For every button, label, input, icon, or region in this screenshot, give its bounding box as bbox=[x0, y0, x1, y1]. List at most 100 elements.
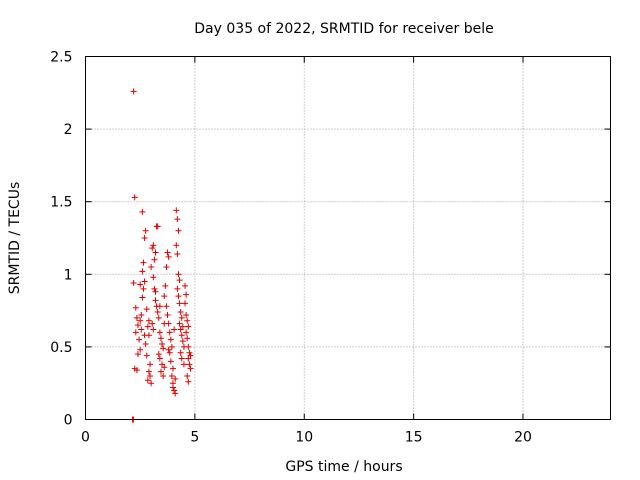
y-axis-label: SRMTID / TECUs bbox=[7, 182, 23, 295]
data-point bbox=[175, 271, 182, 278]
data-point bbox=[168, 372, 175, 379]
data-point bbox=[148, 264, 155, 271]
data-point bbox=[135, 351, 141, 358]
data-point bbox=[149, 245, 156, 252]
x-tick-label: 10 bbox=[295, 430, 313, 446]
data-point bbox=[154, 309, 161, 316]
data-point bbox=[183, 329, 190, 336]
data-point bbox=[178, 314, 185, 321]
data-point bbox=[131, 365, 138, 372]
data-point bbox=[130, 280, 137, 287]
data-point bbox=[164, 311, 171, 318]
data-point bbox=[167, 336, 174, 343]
data-point bbox=[135, 322, 141, 329]
data-point bbox=[165, 346, 172, 353]
x-tick-label: 20 bbox=[514, 430, 532, 446]
data-point bbox=[185, 323, 192, 330]
y-tick-label: 1.5 bbox=[50, 195, 72, 211]
data-point bbox=[131, 194, 138, 201]
chart-title: Day 035 of 2022, SRMTID for receiver bel… bbox=[194, 21, 493, 37]
y-tick-label: 2.5 bbox=[50, 50, 72, 66]
data-point bbox=[151, 285, 158, 292]
data-point bbox=[155, 351, 162, 358]
data-point bbox=[139, 268, 146, 275]
data-point bbox=[183, 291, 190, 298]
data-point bbox=[140, 285, 147, 292]
y-tick-label: 0.5 bbox=[50, 340, 72, 356]
data-point bbox=[138, 311, 145, 318]
data-point bbox=[140, 259, 147, 266]
data-point bbox=[138, 326, 145, 333]
data-point bbox=[185, 378, 192, 385]
data-point bbox=[176, 300, 183, 307]
data-point bbox=[180, 361, 187, 368]
data-point bbox=[150, 274, 157, 281]
data-point bbox=[161, 320, 168, 327]
data-point bbox=[139, 294, 146, 301]
data-point bbox=[143, 352, 150, 359]
data-point bbox=[141, 235, 148, 241]
data-point bbox=[171, 387, 178, 394]
data-point bbox=[179, 323, 186, 330]
data-point bbox=[144, 377, 151, 384]
data-point bbox=[178, 332, 185, 339]
data-point bbox=[185, 343, 192, 350]
data-point bbox=[184, 317, 191, 324]
data-point bbox=[173, 207, 180, 214]
data-point bbox=[133, 314, 140, 321]
data-point bbox=[137, 281, 144, 288]
data-point bbox=[156, 329, 163, 336]
data-point bbox=[137, 346, 144, 353]
data-point bbox=[150, 326, 157, 333]
data-point bbox=[144, 323, 151, 330]
data-point bbox=[157, 368, 164, 375]
x-tick-label: 5 bbox=[190, 430, 199, 446]
data-point bbox=[176, 277, 183, 284]
data-point bbox=[137, 317, 144, 324]
data-point bbox=[168, 343, 175, 350]
data-point bbox=[154, 223, 161, 230]
data-point bbox=[162, 282, 169, 289]
data-point bbox=[163, 303, 170, 310]
data-point bbox=[141, 332, 148, 339]
data-point bbox=[171, 326, 178, 333]
data-point bbox=[139, 208, 146, 215]
data-point bbox=[178, 355, 185, 362]
data-point bbox=[179, 338, 186, 345]
tick-labels: 0 0.5 1 1.5 2 2.5 0 5 10 15 20 bbox=[50, 50, 532, 446]
data-point bbox=[176, 320, 183, 327]
data-point bbox=[177, 309, 184, 316]
data-point bbox=[157, 335, 164, 342]
y-tick-label: 2 bbox=[64, 122, 73, 138]
data-point bbox=[187, 352, 194, 359]
data-point bbox=[142, 340, 149, 347]
data-point bbox=[165, 253, 172, 260]
data-point bbox=[174, 216, 181, 223]
data-point bbox=[149, 320, 156, 327]
data-point bbox=[132, 304, 139, 311]
data-point bbox=[174, 250, 181, 257]
y-tick-label: 1 bbox=[64, 267, 73, 283]
data-point bbox=[177, 349, 184, 356]
data-point bbox=[130, 88, 137, 95]
data-point bbox=[186, 349, 193, 356]
data-point bbox=[182, 300, 189, 307]
data-point bbox=[161, 364, 168, 371]
data-point bbox=[147, 372, 154, 379]
data-point bbox=[187, 365, 194, 372]
data-point bbox=[148, 380, 155, 387]
data-point bbox=[175, 293, 182, 300]
data-point bbox=[142, 227, 149, 234]
y-tick-label: 0 bbox=[64, 413, 73, 429]
data-point bbox=[147, 361, 154, 368]
data-point bbox=[173, 242, 180, 249]
data-point bbox=[156, 355, 163, 362]
data-point bbox=[160, 345, 167, 352]
data-point bbox=[172, 375, 179, 382]
data-point bbox=[145, 317, 152, 324]
data-point bbox=[170, 384, 176, 391]
data-point bbox=[152, 288, 159, 295]
data-point bbox=[150, 242, 157, 249]
data-point bbox=[183, 311, 190, 318]
